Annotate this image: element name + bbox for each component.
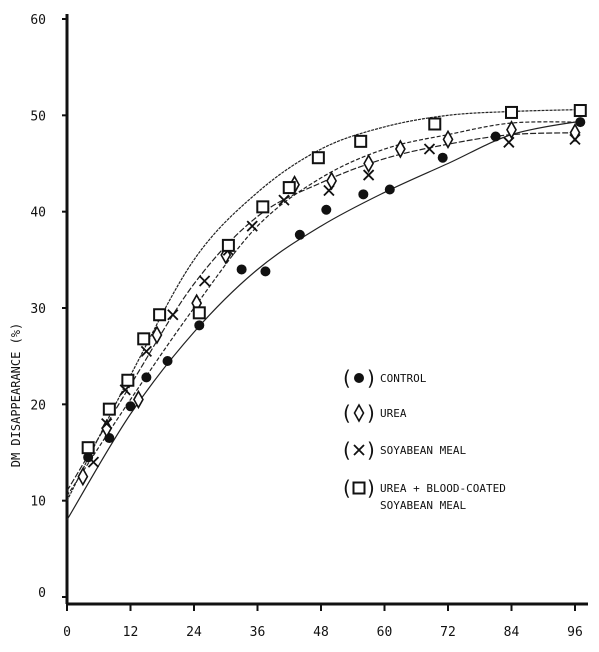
data-point <box>354 134 368 148</box>
legend-label: UREA + BLOOD-COATED <box>380 482 506 495</box>
legend-label: UREA <box>380 407 407 420</box>
legend-marker <box>354 373 364 383</box>
y-tick-label: 10 <box>30 495 46 510</box>
data-point <box>236 264 247 275</box>
legend-paren-open: ( <box>343 476 351 500</box>
data-point <box>423 143 436 155</box>
data-point <box>246 220 258 232</box>
y-tick-label: 30 <box>30 302 46 317</box>
x-tick-label: 48 <box>313 625 329 640</box>
data-point <box>101 417 113 430</box>
data-point <box>167 309 179 321</box>
data-point <box>192 306 206 320</box>
data-point <box>260 266 271 277</box>
data-point <box>321 204 332 215</box>
data-point <box>311 151 325 165</box>
legend-paren-open: ( <box>343 401 351 425</box>
y-axis-label: DM DISAPPEARANCE (%) <box>9 323 23 468</box>
legend-marker <box>352 481 366 495</box>
data-point <box>153 308 167 322</box>
legend: () CONTROL () UREA () SOYABEAN MEAL () UREA + B… <box>343 366 506 512</box>
y-tick-label: 60 <box>30 13 46 28</box>
data-point <box>573 104 587 118</box>
x-tick-label: 24 <box>186 625 202 640</box>
y-tick-label: 50 <box>30 109 46 124</box>
y-tick-label: 40 <box>30 206 46 221</box>
legend-paren-close: ) <box>367 366 375 390</box>
data-point <box>442 129 454 150</box>
data-point <box>102 402 116 416</box>
data-point <box>575 117 586 128</box>
y-tick-label: 0 <box>38 586 46 601</box>
data-point <box>77 466 89 487</box>
series-curve <box>66 132 581 492</box>
series-curve <box>66 109 581 501</box>
data-point <box>256 200 270 214</box>
x-tick-label: 72 <box>440 625 456 640</box>
data-point <box>221 238 235 252</box>
data-point <box>358 189 369 200</box>
legend-label: CONTROL <box>380 372 427 385</box>
series-curves <box>66 109 581 521</box>
legend-paren-close: ) <box>367 438 375 462</box>
data-point <box>194 320 205 331</box>
data-point <box>503 136 515 148</box>
x-tick-label: 0 <box>63 625 71 640</box>
data-point <box>121 373 135 387</box>
data-point <box>326 171 338 191</box>
series-curve <box>66 120 581 521</box>
legend-paren-close: ) <box>367 401 375 425</box>
data-point <box>141 372 152 383</box>
series-markers <box>77 104 587 487</box>
x-tick-label: 84 <box>504 625 520 640</box>
data-point <box>394 139 406 159</box>
x-tick-label: 36 <box>250 625 266 640</box>
data-point <box>428 117 442 131</box>
legend-label: SOYABEAN MEAL <box>380 444 466 457</box>
data-point <box>87 456 100 468</box>
data-point <box>125 401 136 412</box>
x-tick-label: 12 <box>123 625 139 640</box>
legend-paren-close: ) <box>367 476 375 500</box>
data-point <box>362 169 375 181</box>
data-point <box>363 153 375 174</box>
data-point <box>151 325 163 345</box>
legend-marker <box>353 444 365 456</box>
data-point <box>162 355 173 366</box>
data-point <box>278 194 290 206</box>
data-point <box>294 229 305 240</box>
data-point <box>506 120 517 140</box>
axes <box>65 14 588 606</box>
legend-marker <box>353 403 365 423</box>
data-point <box>140 345 153 357</box>
data-point <box>505 105 518 119</box>
data-point <box>323 184 335 197</box>
legend-label: SOYABEAN MEAL <box>380 499 466 512</box>
data-point <box>133 389 144 410</box>
data-point <box>569 133 581 146</box>
legend-paren-open: ( <box>343 438 351 462</box>
x-tick-label: 96 <box>567 625 583 640</box>
data-point <box>137 332 151 346</box>
data-point <box>384 184 395 195</box>
data-point <box>282 181 296 195</box>
data-point <box>81 441 95 455</box>
series-curve <box>66 121 581 497</box>
legend-paren-open: ( <box>343 366 351 390</box>
y-tick-label: 20 <box>30 398 46 413</box>
ticks: 0 12 24 36 48 60 72 84 96 0 10 20 30 40 50 60 <box>30 13 582 640</box>
data-point <box>437 152 448 163</box>
data-point <box>490 131 501 142</box>
data-point <box>198 275 211 287</box>
x-tick-label: 60 <box>377 625 393 640</box>
